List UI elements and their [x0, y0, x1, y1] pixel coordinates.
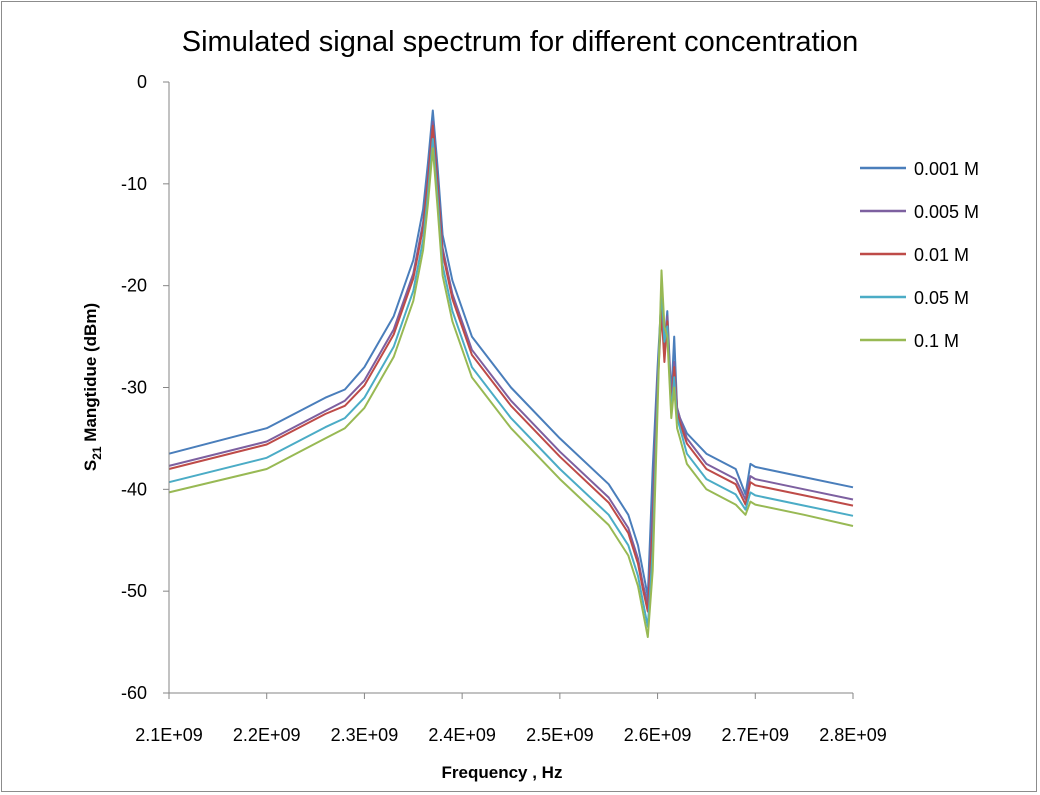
x-tick-label: 2.4E+09 [428, 725, 496, 745]
x-axis-title: Frequency , Hz [442, 763, 563, 782]
y-tick-label: -10 [121, 174, 147, 194]
y-axis-title-suffix: Mangtidue (dBm) [81, 303, 100, 447]
series-line [168, 109, 854, 598]
y-tick-label: -30 [121, 378, 147, 398]
x-tick-label: 2.7E+09 [722, 725, 790, 745]
x-tick-label: 2.8E+09 [819, 725, 887, 745]
x-tick-label: 2.5E+09 [526, 725, 594, 745]
y-axis-title-subscript: 21 [90, 446, 104, 460]
y-tick-label: -60 [121, 683, 147, 703]
legend-label: 0.005 M [914, 202, 979, 222]
x-tick-label: 2.2E+09 [233, 725, 301, 745]
tick-labels: 0 -10 -20 -30 -40 -50 -60 2.1E+09 2.2E+09 2.3E+09… [121, 72, 887, 745]
legend-label: 0.05 M [914, 288, 969, 308]
x-tick-label: 2.1E+09 [135, 725, 203, 745]
series-line [168, 147, 854, 638]
chart-title: Simulated signal spectrum for different … [181, 26, 859, 58]
y-axis-title: S21 Mangtidue (dBm) [81, 303, 104, 471]
legend-label: 0.001 M [914, 159, 979, 179]
y-axis-title-prefix: S [81, 460, 100, 471]
x-tick-label: 2.6E+09 [624, 725, 692, 745]
plot-lines [168, 109, 854, 638]
series-line [168, 138, 854, 628]
series-line [168, 120, 854, 606]
legend: 0.001 M 0.005 M 0.01 M 0.05 M 0.1 M [860, 159, 979, 351]
x-tick-label: 2.3E+09 [331, 725, 399, 745]
y-tick-label: 0 [137, 72, 147, 92]
y-tick-label: -20 [121, 276, 147, 296]
y-tick-label: -50 [121, 581, 147, 601]
legend-label: 0.1 M [914, 331, 959, 351]
series-line [168, 124, 854, 613]
legend-label: 0.01 M [914, 245, 969, 265]
axes [163, 81, 854, 699]
y-tick-label: -40 [121, 479, 147, 499]
